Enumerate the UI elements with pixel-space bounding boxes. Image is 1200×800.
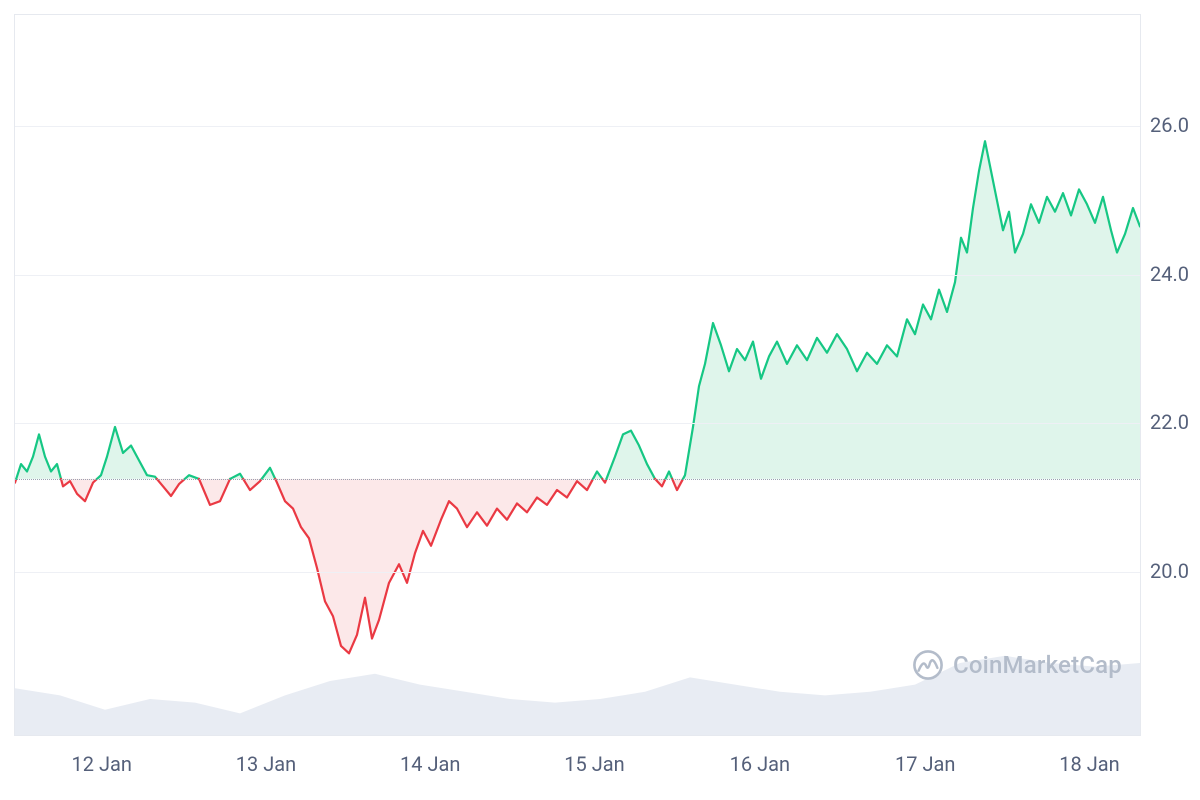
baseline: [15, 479, 1140, 480]
x-axis-label: 14 Jan: [400, 752, 460, 776]
grid-line: [15, 423, 1140, 424]
price-chart: [15, 15, 1140, 735]
x-axis-label: 13 Jan: [236, 752, 296, 776]
y-axis-label: 20.0: [1150, 559, 1189, 583]
x-axis-label: 17 Jan: [895, 752, 955, 776]
grid-line: [15, 126, 1140, 127]
y-axis-label: 24.0: [1150, 262, 1189, 286]
chart-frame: CoinMarketCap: [14, 14, 1141, 736]
y-axis-label: 22.0: [1150, 410, 1189, 434]
x-axis-label: 12 Jan: [72, 752, 132, 776]
x-axis-label: 15 Jan: [564, 752, 624, 776]
x-axis-label: 18 Jan: [1059, 752, 1119, 776]
y-axis-label: 26.0: [1150, 113, 1189, 137]
x-axis-label: 16 Jan: [730, 752, 790, 776]
grid-line: [15, 572, 1140, 573]
grid-line: [15, 275, 1140, 276]
